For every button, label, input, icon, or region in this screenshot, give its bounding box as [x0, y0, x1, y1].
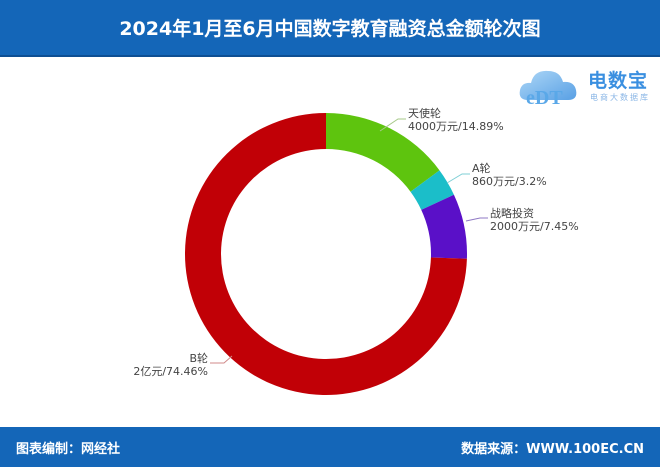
- label-a-value: 860万元/3.2%: [472, 175, 547, 188]
- donut-slice-1: [410, 170, 454, 210]
- label-strategic-name: 战略投资: [490, 207, 534, 220]
- donut-slice-2: [421, 194, 467, 259]
- footer-source: 数据来源：WWW.100EC.CN: [461, 441, 644, 457]
- label-angel: 天使轮 4000万元/14.89%: [408, 107, 504, 133]
- donut-slice-0: [326, 113, 440, 192]
- label-strategic: 战略投资 2000万元/7.45%: [490, 207, 579, 233]
- leader-line-strategic: [465, 217, 488, 222]
- edt-logo: eDT 电数宝 电商大数据库: [518, 62, 658, 110]
- label-a-name: A轮: [472, 162, 491, 175]
- svg-text:eDT: eDT: [526, 87, 563, 109]
- label-b-name: B轮: [189, 352, 208, 365]
- donut-slices: [185, 113, 467, 396]
- label-angel-name: 天使轮: [408, 107, 441, 120]
- logo-subtitle: 电商大数据库: [590, 93, 650, 102]
- leader-line-a: [446, 173, 470, 184]
- footer-credit: 图表编制：网经社: [16, 441, 121, 457]
- label-b-value: 2亿元/74.46%: [133, 365, 208, 378]
- logo-brand: 电数宝: [588, 70, 649, 92]
- label-b: B轮 2亿元/74.46%: [112, 352, 208, 378]
- label-strategic-value: 2000万元/7.45%: [490, 220, 579, 233]
- chart-footer: 图表编制：网经社 数据来源：WWW.100EC.CN: [0, 427, 660, 467]
- label-angel-value: 4000万元/14.89%: [408, 120, 504, 133]
- cloud-logo-icon: eDT: [519, 70, 577, 109]
- leader-line-angel: [379, 118, 406, 132]
- leader-line-b: [210, 355, 233, 364]
- chart-title: 2024年1月至6月中国数字教育融资总金额轮次图: [119, 18, 541, 40]
- label-a: A轮 860万元/3.2%: [472, 162, 547, 188]
- chart-header: 2024年1月至6月中国数字教育融资总金额轮次图: [0, 0, 660, 57]
